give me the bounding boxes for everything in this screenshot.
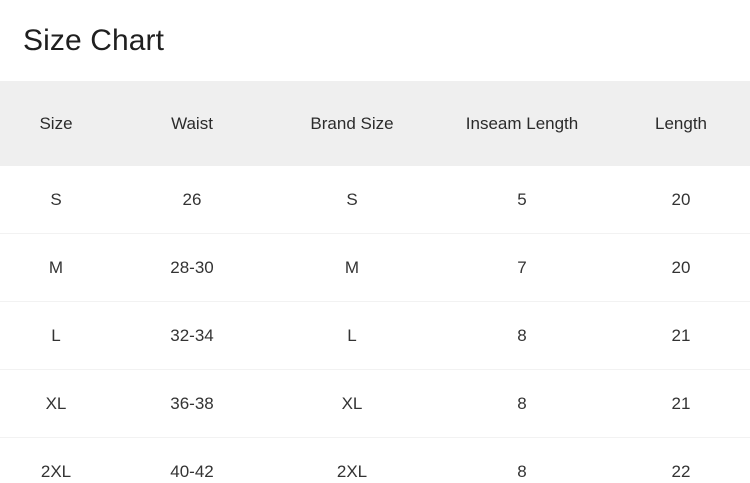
- cell-brand-size: L: [272, 301, 432, 370]
- table-row: 2XL 40-42 2XL 8 22: [0, 437, 750, 483]
- cell-waist: 36-38: [112, 369, 272, 438]
- cell-length: 22: [612, 437, 750, 483]
- column-header-brand-size: Brand Size: [272, 81, 432, 166]
- table-body: S 26 S 5 20 M 28-30 M 7 20 L 32-34 L 8 2…: [0, 166, 750, 483]
- column-header-size: Size: [0, 81, 112, 166]
- cell-size: 2XL: [0, 437, 112, 483]
- column-header-waist: Waist: [112, 81, 272, 166]
- table-row: M 28-30 M 7 20: [0, 233, 750, 302]
- table-row: XL 36-38 XL 8 21: [0, 369, 750, 438]
- table-header: Size Waist Brand Size Inseam Length Leng…: [0, 81, 750, 166]
- cell-size: S: [0, 166, 112, 234]
- page-title: Size Chart: [23, 24, 165, 57]
- cell-length: 20: [612, 166, 750, 234]
- cell-brand-size: M: [272, 233, 432, 302]
- table-header-row: Size Waist Brand Size Inseam Length Leng…: [0, 81, 750, 166]
- size-chart-table: Size Waist Brand Size Inseam Length Leng…: [0, 81, 750, 483]
- cell-length: 20: [612, 233, 750, 302]
- cell-brand-size: 2XL: [272, 437, 432, 483]
- cell-inseam-length: 8: [432, 301, 612, 370]
- cell-brand-size: S: [272, 166, 432, 234]
- table-row: S 26 S 5 20: [0, 166, 750, 234]
- column-header-inseam-length: Inseam Length: [432, 81, 612, 166]
- title-area: Size Chart: [0, 0, 750, 81]
- cell-brand-size: XL: [272, 369, 432, 438]
- cell-length: 21: [612, 301, 750, 370]
- cell-waist: 32-34: [112, 301, 272, 370]
- cell-inseam-length: 5: [432, 166, 612, 234]
- cell-size: XL: [0, 369, 112, 438]
- cell-size: M: [0, 233, 112, 302]
- cell-waist: 26: [112, 166, 272, 234]
- table-row: L 32-34 L 8 21: [0, 301, 750, 370]
- cell-inseam-length: 8: [432, 437, 612, 483]
- cell-length: 21: [612, 369, 750, 438]
- cell-size: L: [0, 301, 112, 370]
- cell-waist: 28-30: [112, 233, 272, 302]
- cell-waist: 40-42: [112, 437, 272, 483]
- cell-inseam-length: 7: [432, 233, 612, 302]
- column-header-length: Length: [612, 81, 750, 166]
- cell-inseam-length: 8: [432, 369, 612, 438]
